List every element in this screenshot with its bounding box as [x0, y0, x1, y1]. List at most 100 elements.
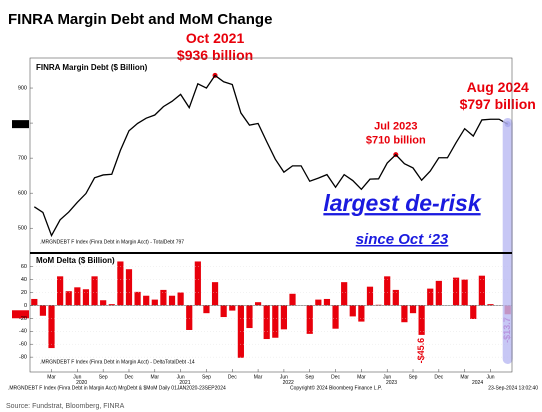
bar — [229, 305, 236, 311]
year-label: 2020 — [76, 380, 87, 386]
bar — [418, 305, 425, 335]
bar — [461, 279, 468, 306]
bar — [160, 289, 167, 306]
bar — [74, 287, 81, 306]
annotation: Jul 2023 — [374, 121, 417, 133]
annotation: $936 billion — [177, 47, 253, 63]
bar — [435, 280, 442, 306]
legend: .MRGNDEBT F Index (Finra Debt in Margin … — [40, 239, 184, 245]
panel-label: FINRA Margin Debt ($ Billion) — [36, 63, 148, 72]
bar — [427, 288, 434, 306]
bar — [392, 289, 399, 306]
bar — [220, 305, 227, 318]
y-tick-label: 500 — [18, 226, 27, 232]
y-tick-label: 600 — [18, 191, 27, 197]
x-tick-label: Mar — [357, 374, 366, 380]
bar — [186, 305, 193, 330]
x-tick-label: Mar — [47, 374, 56, 380]
x-tick-label: Sep — [99, 374, 108, 380]
bar — [470, 305, 477, 319]
x-tick-label: Jun — [177, 374, 185, 380]
legend: .MRGNDEBT F Index (Finra Debt in Margin … — [40, 359, 195, 365]
year-label: 2024 — [472, 380, 483, 386]
annotation: $797 billion — [460, 96, 536, 112]
source: Source: Fundstrat, Bloomberg, FINRA — [6, 403, 125, 410]
bar — [143, 295, 150, 306]
footer-text: .MRGNDEBT F Index (Finra Debt in Margin … — [8, 385, 226, 391]
bar — [289, 293, 296, 306]
bar — [211, 282, 219, 306]
bar — [375, 304, 382, 306]
bar — [237, 305, 244, 358]
bar — [478, 275, 485, 306]
y-tick-label: -80 — [19, 355, 27, 361]
annotation: $710 billion — [366, 135, 426, 147]
bar — [409, 305, 417, 314]
footer-text: 23-Sep-2024 13:02:40 — [488, 385, 538, 391]
highlight — [502, 118, 513, 364]
x-tick-label: Mar — [150, 374, 159, 380]
y-tick-label: 0 — [24, 303, 27, 309]
y-tick-label: 40 — [21, 277, 27, 283]
bar — [306, 305, 313, 334]
y-tick-label: -20 — [19, 316, 27, 322]
bar — [366, 286, 374, 306]
bar — [39, 305, 47, 316]
y-tick-label: 800 — [18, 121, 27, 127]
x-tick-label: Dec — [434, 374, 443, 380]
y-tick-label: 20 — [21, 290, 27, 296]
x-tick-label: Sep — [202, 374, 211, 380]
line — [33, 74, 509, 238]
callout: largest de-risk — [323, 190, 481, 216]
x-tick-label: Mar — [460, 374, 469, 380]
bar — [194, 261, 201, 306]
y-tick-label: 900 — [18, 85, 27, 91]
bar — [117, 261, 124, 306]
bar — [401, 305, 408, 323]
x-tick-label: Dec — [125, 374, 134, 380]
bar — [125, 269, 133, 306]
callout: since Oct ‘23 — [356, 231, 449, 248]
last-value-box — [12, 310, 29, 319]
bar — [487, 304, 494, 306]
panel-label: MoM Delta ($ Billion) — [36, 256, 115, 265]
y-tick-label: -60 — [19, 342, 27, 348]
frame — [29, 57, 513, 373]
y-tick-label: -40 — [19, 329, 27, 335]
bar — [280, 305, 288, 330]
bar — [203, 305, 210, 314]
bar — [168, 295, 176, 306]
bar — [272, 305, 279, 338]
bar — [358, 305, 365, 322]
y-tick-label: 700 — [18, 156, 27, 162]
year-label: 2022 — [283, 380, 294, 386]
bar — [65, 291, 72, 306]
bar — [246, 305, 253, 329]
annotation: Aug 2024 — [467, 79, 529, 95]
bar — [31, 298, 38, 306]
bar — [91, 276, 98, 306]
x-tick-label: Sep — [305, 374, 314, 380]
annotation: Oct 2021 — [186, 30, 245, 46]
x-tick-label: Dec — [331, 374, 340, 380]
bar — [332, 305, 339, 329]
x-tick-label: Jun — [280, 374, 288, 380]
x-tick-label: Jun — [73, 374, 81, 380]
bar — [452, 277, 460, 306]
year-label: 2021 — [179, 380, 190, 386]
year-label: 2023 — [386, 380, 397, 386]
footer-text: Copyright© 2024 Bloomberg Finance L.P. — [290, 384, 382, 391]
bar — [82, 289, 90, 306]
last-value-box — [12, 120, 29, 129]
x-tick-label: Dec — [228, 374, 237, 380]
y-tick-label: 60 — [21, 264, 27, 270]
bar — [384, 276, 391, 306]
bar — [100, 300, 107, 306]
bar — [108, 304, 115, 306]
bar — [254, 302, 262, 306]
bar — [315, 299, 322, 306]
bar — [323, 298, 331, 306]
chart-title: FINRA Margin Debt and MoM Change — [8, 11, 272, 28]
bar — [263, 305, 270, 340]
bar — [48, 305, 55, 349]
